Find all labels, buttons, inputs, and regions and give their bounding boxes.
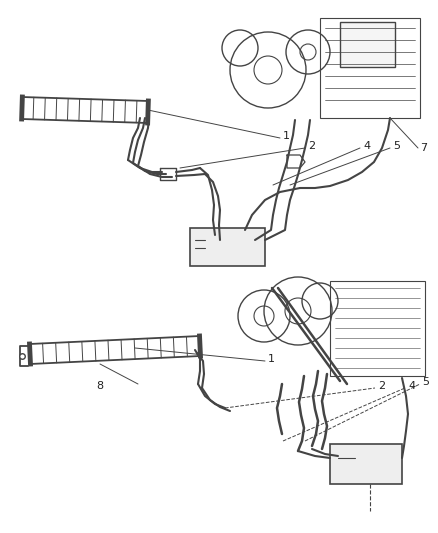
Text: 4: 4 [363, 141, 370, 151]
Text: 2: 2 [378, 381, 385, 391]
Bar [330, 281, 425, 376]
Bar [330, 444, 402, 484]
Text: 5: 5 [422, 377, 429, 387]
Text: 2: 2 [308, 141, 315, 151]
Text: 5: 5 [393, 141, 400, 151]
Text: 4: 4 [408, 381, 415, 391]
Text: 7: 7 [420, 143, 427, 153]
Bar [320, 18, 420, 118]
Text: 8: 8 [96, 381, 103, 391]
Text: 1: 1 [268, 354, 275, 364]
Bar [190, 228, 265, 266]
Text: 1: 1 [283, 131, 290, 141]
Bar [340, 22, 395, 67]
